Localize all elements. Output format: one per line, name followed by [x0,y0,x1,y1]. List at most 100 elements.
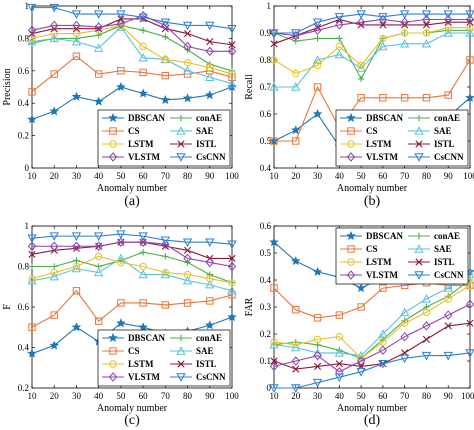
data-point-dbscan [465,92,474,102]
legend-entry-cscnn: CsCNN [170,152,226,162]
data-point-istl [313,362,322,370]
legend-entry-cs: CS [340,126,378,136]
data-point-istl [117,15,125,23]
data-point-vlstm [291,30,300,41]
data-point-lstm [50,268,58,277]
legend-entry-istl: ISTL [408,257,455,267]
data-point-dbscan [49,340,59,350]
data-point-dbscan [49,106,59,116]
legend-label: LSTM [128,359,154,369]
data-point-istl [466,18,474,26]
data-point-lstm [139,42,147,51]
x-tick-label: 50 [357,171,367,181]
data-point-istl [444,18,452,26]
legend-entry-vlstm: VLSTM [340,270,399,280]
series-line-cs [31,289,233,328]
data-point-vlstm [400,17,409,27]
y-tick-label: 0.4 [18,343,30,353]
legend-label: CsCNN [196,372,226,382]
data-point-vlstm [94,22,103,32]
legend-label: DBSCAN [128,113,166,123]
data-point-cscnn [400,354,410,364]
data-point-cscnn [205,21,215,31]
legend-entry-lstm: LSTM [102,359,154,369]
legend-marker-cs [347,245,355,253]
data-point-lstm [313,61,322,70]
data-point-sae [421,294,432,303]
panel-caption: (a) [124,194,140,209]
data-point-cscnn [94,10,104,19]
legend-marker-vlstm [108,152,118,162]
data-point-sae [71,263,82,273]
series-cscnn [269,349,474,393]
data-point-cs [335,311,344,319]
legend-marker-conae [177,334,185,342]
data-point-cscnn [182,21,193,31]
legend-entry-lstm: LSTM [340,257,392,267]
data-point-cs [270,137,278,145]
x-tick-label: 20 [291,391,301,401]
y-tick-label: 0.4 [260,163,272,173]
data-point-istl [228,254,236,262]
legend-entry-conae: conAE [408,113,460,123]
data-point-dbscan [138,322,148,332]
data-point-vlstm [465,14,474,25]
data-point-conae [162,253,169,260]
data-point-cscnn [269,384,279,393]
data-point-dbscan [291,125,301,135]
legend-label: CsCNN [434,270,464,280]
data-point-dbscan [138,88,148,98]
data-point-vlstm [313,350,322,361]
data-point-istl [183,246,192,254]
legend-marker-cscnn [176,153,186,162]
data-point-cscnn [356,368,366,377]
legend-marker-vlstm [108,372,118,382]
data-point-cs [400,94,409,102]
x-axis-label: Anomaly number [337,403,408,414]
data-point-dbscan [291,256,301,266]
x-axis-label: Anomaly number [97,403,168,414]
series-cs [28,287,236,331]
legend-entry-sae: SAE [408,126,452,136]
series-line-lstm [273,284,471,360]
series-cscnn [269,10,474,38]
data-point-cs [379,94,387,102]
data-point-cs [466,56,474,64]
series-line-cscnn [274,352,471,389]
y-tick-label: 0.6 [18,66,30,76]
data-point-vlstm [378,345,388,355]
legend-entry-istl: ISTL [170,139,217,149]
data-point-cs [422,94,431,102]
data-point-vlstm [291,356,300,366]
data-point-cs [444,91,452,99]
data-point-vlstm [50,20,59,31]
legend-marker-dbscan [346,113,356,123]
y-tick-label: 0.8 [18,262,30,272]
series-line-istl [31,18,233,46]
y-tick-label: 0.8 [18,33,30,43]
x-tick-label: 50 [357,391,367,401]
legend-marker-istl [177,140,185,148]
data-point-sae [71,36,82,46]
data-point-conae [292,37,299,45]
legend-label: CS [128,126,140,136]
legend-label: LSTM [366,139,392,149]
legend-marker-lstm [347,258,355,266]
data-point-lstm [357,61,365,70]
series-line-conae [32,251,233,284]
data-point-sae [94,43,104,52]
y-tick-label: 0.4 [260,275,272,285]
data-point-istl [292,365,300,373]
data-point-cscnn [291,29,301,38]
data-point-cs [50,70,58,78]
data-point-lstm [270,56,278,64]
series-line-dbscan [31,86,233,120]
legend-marker-cs [109,347,117,355]
legend-label: DBSCAN [366,231,404,241]
legend-marker-dbscan [108,113,118,123]
y-tick-label: 1 [25,1,30,11]
legend-entry-conae: conAE [170,333,222,343]
legend-entry-istl: ISTL [170,359,217,369]
data-point-dbscan [312,109,323,119]
